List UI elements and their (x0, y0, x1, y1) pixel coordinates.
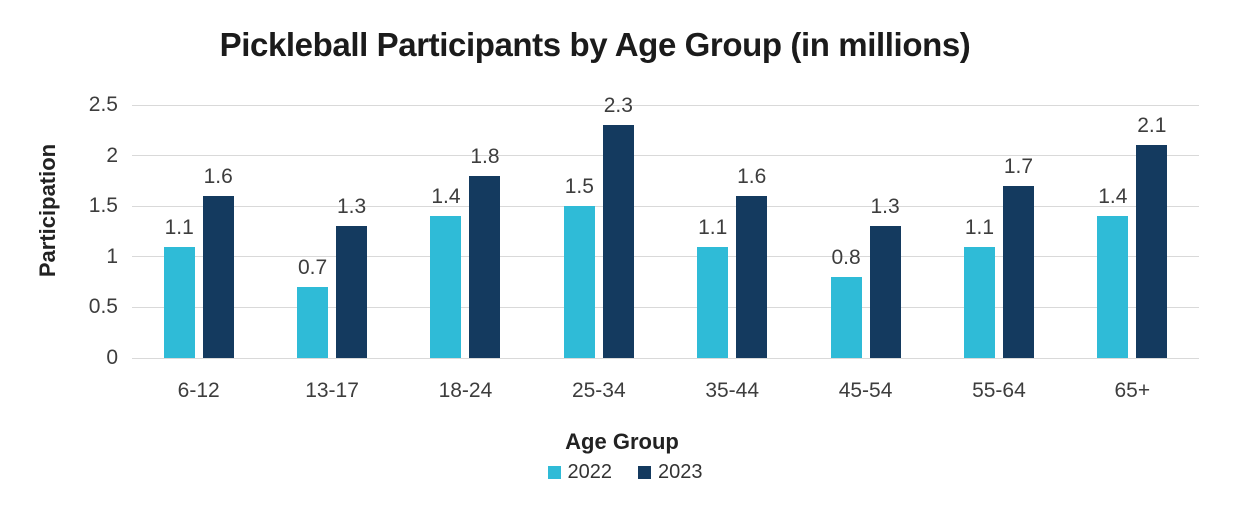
bar-2023-55-64 (1002, 185, 1034, 358)
bar-2022-35-44 (697, 246, 729, 358)
legend-label: 2022 (567, 461, 613, 483)
legend-label: 2023 (658, 461, 703, 483)
gridline-y-2 (132, 155, 1199, 157)
x-tick-label-6-12: 6-12 (177, 379, 220, 402)
y-tick-label: 0.5 (88, 295, 118, 319)
bar-value-label: 1.5 (564, 175, 594, 199)
bar-value-label: 1.1 (164, 215, 194, 239)
gridline-y-1.5 (132, 205, 1199, 207)
legend-item-2023: 2023 (638, 461, 703, 484)
gridline-y-0.5 (132, 306, 1199, 308)
plot-area: 1.1 1.6 0.7 1.3 1.4 1.8 1.5 2.3 1.1 1.6 0.8 1.3 1.1 1… (132, 94, 1199, 359)
bar-2023-45-54 (869, 226, 901, 358)
gridline-y-1 (132, 256, 1199, 258)
bar-2022-55-64 (963, 246, 995, 358)
bar-value-label: 1.1 (964, 215, 995, 239)
y-tick-label: 1.5 (88, 194, 118, 218)
bar-2022-6-12 (163, 246, 195, 358)
bar-value-label: 1.8 (470, 144, 500, 168)
bar-2022-65+ (1097, 216, 1129, 358)
bar-2022-45-54 (830, 277, 862, 358)
bar-value-label: 1.4 (431, 185, 461, 209)
bar-2023-65+ (1136, 145, 1168, 358)
bar-2023-35-44 (736, 196, 768, 358)
y-tick-label: 2.5 (88, 93, 118, 116)
x-tick-label-45-54: 45-54 (838, 379, 893, 402)
bar-value-label: 1.6 (737, 165, 767, 189)
x-tick-label-18-24: 18-24 (438, 379, 493, 402)
x-tick-label-65+: 65+ (1114, 379, 1151, 402)
bar-value-label: 2.1 (1137, 114, 1167, 138)
bar-value-label: 1.3 (870, 195, 900, 219)
bar-value-label: 1.3 (336, 195, 367, 219)
y-tick-label: 2 (106, 143, 118, 167)
y-tick-label: 0 (106, 346, 118, 369)
bar-2022-25-34 (563, 206, 595, 358)
bar-value-label: 2.3 (603, 94, 633, 118)
bar-2023-13-17 (336, 226, 368, 358)
legend-item-2022: 2022 (547, 461, 613, 484)
bar-2023-18-24 (469, 175, 501, 358)
chart-title: Pickleball Participants by Age Group (in… (219, 26, 971, 63)
x-axis-title: Age Group (565, 429, 679, 454)
x-tick-label-13-17: 13-17 (305, 379, 359, 402)
legend-swatch-2022 (547, 466, 561, 479)
x-tick-label-35-44: 35-44 (705, 379, 760, 402)
x-tick-label-25-34: 25-34 (571, 379, 626, 402)
bar-2022-13-17 (297, 287, 329, 358)
bar-2023-25-34 (602, 125, 634, 358)
bar-2022-18-24 (430, 216, 462, 358)
gridline-y-0 (132, 357, 1199, 359)
bar-value-label: 0.8 (831, 246, 861, 270)
bar-value-label: 0.7 (297, 256, 328, 280)
legend: 2022 2023 (0, 461, 1250, 484)
bar-value-label: 1.7 (1003, 154, 1034, 178)
y-tick-label: 1 (106, 244, 118, 268)
gridline-y-2.5 (132, 104, 1199, 106)
bar-value-label: 1.6 (203, 165, 233, 189)
bar-value-label: 1.4 (1098, 185, 1128, 209)
x-tick-label-55-64: 55-64 (972, 379, 1026, 402)
bar-value-label: 1.1 (698, 215, 728, 239)
bar-2023-6-12 (202, 196, 234, 358)
legend-swatch-2023 (638, 466, 651, 479)
